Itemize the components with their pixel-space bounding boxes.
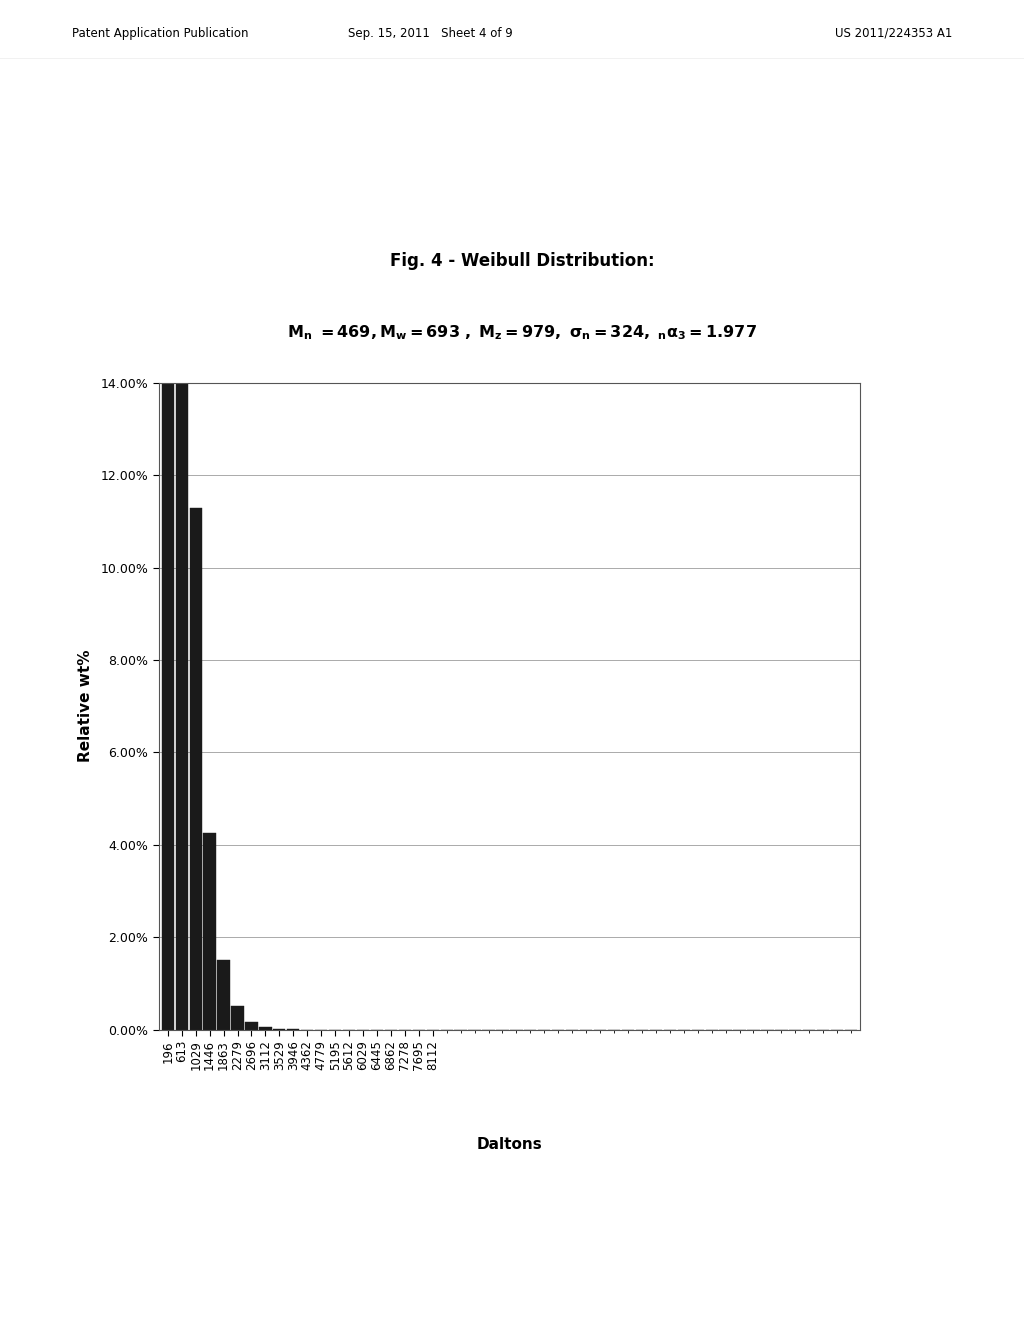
Text: Patent Application Publication: Patent Application Publication [72, 26, 248, 40]
Text: US 2011/224353 A1: US 2011/224353 A1 [835, 26, 952, 40]
Bar [162, 0, 174, 1030]
Bar [175, 0, 187, 1030]
Text: Sep. 15, 2011   Sheet 4 of 9: Sep. 15, 2011 Sheet 4 of 9 [348, 26, 512, 40]
Bar [231, 1006, 244, 1030]
Bar [204, 833, 216, 1030]
Bar [246, 1022, 258, 1030]
Bar [259, 1027, 271, 1030]
Bar [189, 508, 202, 1030]
Text: $\mathbf{M_n}$ $\mathbf{= 469, M_w = 693\ ,\ M_z = 979,\ \sigma_n = 324,\ _n\alp: $\mathbf{M_n}$ $\mathbf{= 469, M_w = 693… [287, 323, 758, 342]
Text: Fig. 4 - Weibull Distribution:: Fig. 4 - Weibull Distribution: [390, 252, 654, 271]
Bar [217, 960, 229, 1030]
X-axis label: Daltons: Daltons [476, 1137, 543, 1151]
Y-axis label: Relative wt%: Relative wt% [79, 649, 93, 763]
